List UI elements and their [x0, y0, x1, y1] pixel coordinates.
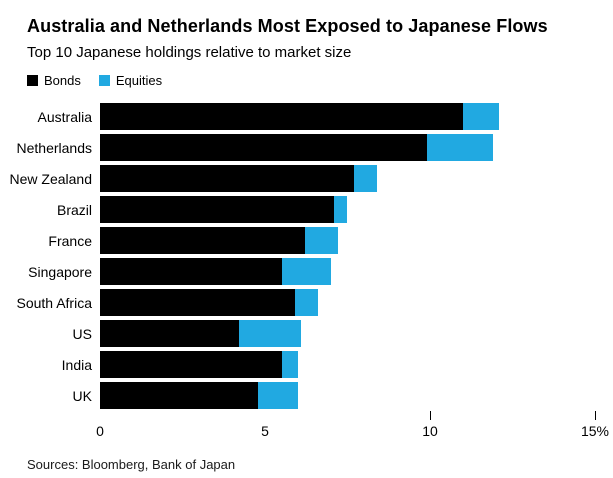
bar-track [100, 351, 595, 378]
axis-tick [430, 411, 431, 420]
legend-item-equities: Equities [98, 73, 163, 88]
bar-track [100, 382, 595, 409]
chart-row: US [0, 318, 613, 349]
category-label: New Zealand [9, 170, 93, 187]
legend-label: Equities [115, 73, 163, 88]
category-label: Netherlands [16, 139, 93, 156]
bar-track [100, 134, 595, 161]
bar-segment-bonds [100, 103, 463, 130]
category-label: India [61, 356, 92, 373]
x-axis: 0 5 10 15% [96, 411, 609, 441]
category-label: Australia [37, 108, 92, 125]
category-label: UK [72, 387, 92, 404]
bar-segment-equities [258, 382, 298, 409]
axis-tick-marks [100, 411, 596, 421]
bar-segment-bonds [100, 134, 427, 161]
category-label: France [48, 232, 92, 249]
chart-row: France [0, 225, 613, 256]
legend-swatch-bonds [27, 75, 38, 86]
plot-area: Australia Netherlands New Zealand Brazil Fra… [0, 101, 613, 411]
bar-track [100, 165, 595, 192]
chart-row: Netherlands [0, 132, 613, 163]
legend-label: Bonds [44, 73, 81, 88]
bar-track [100, 320, 595, 347]
bar-segment-bonds [100, 165, 355, 192]
bar-segment-equities [294, 289, 318, 316]
axis-tick [595, 411, 596, 420]
chart-row: South Africa [0, 287, 613, 318]
chart-row: New Zealand [0, 163, 613, 194]
bar-segment-bonds [100, 196, 335, 223]
bar-track [100, 196, 595, 223]
bar-segment-equities [281, 258, 331, 285]
bar-segment-equities [281, 351, 298, 378]
bar-track [100, 103, 595, 130]
axis-label: 0 [96, 423, 104, 439]
bar-segment-bonds [100, 382, 259, 409]
axis-label: 10 [422, 423, 438, 439]
chart-subtitle: Top 10 Japanese holdings relative to mar… [27, 44, 352, 61]
axis-label: 5 [261, 423, 269, 439]
axis-tick-labels: 0 5 10 15% [96, 423, 609, 441]
bar-segment-bonds [100, 227, 305, 254]
chart-row: UK [0, 380, 613, 411]
legend-item-bonds: Bonds [27, 73, 81, 88]
bar-segment-bonds [100, 289, 295, 316]
bar-segment-equities [334, 196, 348, 223]
bar-track [100, 227, 595, 254]
category-label: US [72, 325, 92, 342]
bar-segment-bonds [100, 258, 282, 285]
bar-segment-equities [238, 320, 302, 347]
chart-row: India [0, 349, 613, 380]
chart-row: Australia [0, 101, 613, 132]
bar-segment-equities [304, 227, 338, 254]
bar-segment-equities [426, 134, 493, 161]
source-note: Sources: Bloomberg, Bank of Japan [27, 457, 236, 472]
category-label: Singapore [28, 263, 92, 280]
category-label: South Africa [16, 294, 93, 311]
bar-segment-bonds [100, 320, 239, 347]
category-label: Brazil [56, 201, 92, 218]
chart-title: Australia and Netherlands Most Exposed t… [27, 16, 548, 36]
legend-swatch-equities [98, 75, 110, 86]
bar-segment-equities [354, 165, 378, 192]
bar-track [100, 289, 595, 316]
axis-label: 15% [580, 423, 610, 439]
chart-row: Singapore [0, 256, 613, 287]
legend: Bonds Equities [27, 73, 613, 88]
bar-segment-equities [463, 103, 500, 130]
bar-segment-bonds [100, 351, 282, 378]
chart-row: Brazil [0, 194, 613, 225]
bar-track [100, 258, 595, 285]
